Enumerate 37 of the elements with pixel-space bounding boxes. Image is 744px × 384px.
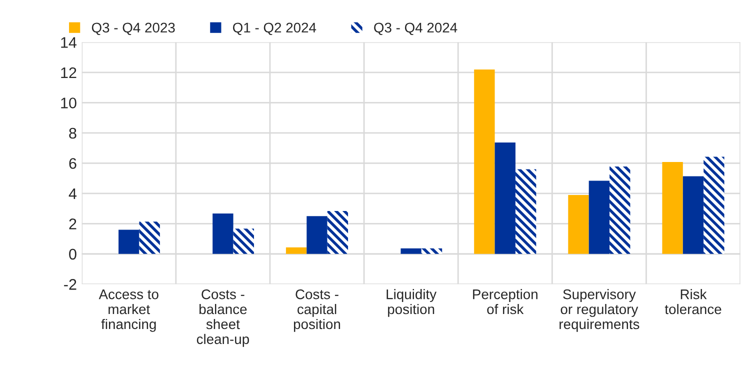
bar xyxy=(306,216,328,254)
bar xyxy=(704,156,724,254)
bar xyxy=(662,162,683,254)
y-tick-label: 14 xyxy=(61,37,77,48)
y-tick-label: 10 xyxy=(61,98,76,108)
x-tick-label: Risk tolerance xyxy=(664,289,722,314)
x-tick-label: Costs - capital position xyxy=(294,289,340,332)
legend-label: Q3 - Q4 2024 xyxy=(374,22,458,36)
bar xyxy=(212,214,234,254)
bar xyxy=(494,142,516,254)
x-tick-label: Liquidity position xyxy=(386,289,437,317)
y-tick-label: 12 xyxy=(61,67,76,78)
bar xyxy=(421,248,442,254)
x-tick-label: Perception of risk xyxy=(473,289,538,314)
bar xyxy=(400,248,422,254)
bar xyxy=(474,69,495,254)
bar xyxy=(118,230,140,254)
bar xyxy=(588,180,610,254)
x-tick-label: Costs - balance sheet clean-up xyxy=(196,289,249,347)
bar xyxy=(682,176,704,254)
bar xyxy=(327,210,348,254)
y-tick-label: 6 xyxy=(69,158,76,169)
y-tick-label: 2 xyxy=(69,218,76,230)
y-tick-label: -2 xyxy=(64,279,76,290)
bar xyxy=(139,222,160,254)
x-tick-label: Access to market financing xyxy=(98,290,158,332)
bar xyxy=(610,166,630,254)
bar xyxy=(286,247,307,254)
y-tick-label: 8 xyxy=(69,128,76,139)
y-tick-label: 4 xyxy=(68,188,77,199)
x-tick-label: Supervisory or regulatory requirements xyxy=(560,289,640,332)
legend-label: Q3 - Q4 2023 xyxy=(92,22,175,36)
bar xyxy=(568,194,589,254)
legend-label: Q1 - Q2 2024 xyxy=(233,22,316,36)
bar xyxy=(233,228,254,254)
y-tick-label: 0 xyxy=(69,248,76,260)
bar xyxy=(515,169,536,254)
